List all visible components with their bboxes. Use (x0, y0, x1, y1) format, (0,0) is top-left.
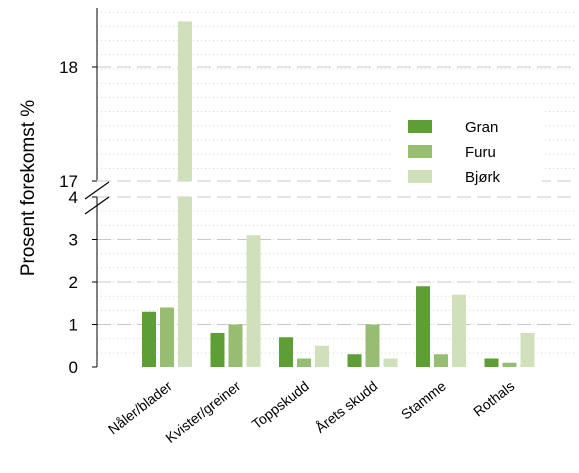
bars (142, 21, 535, 367)
bar (452, 294, 466, 367)
legend: Gran Furu Bjørk (392, 110, 542, 192)
x-tick-label: Kvister/greiner (162, 378, 243, 446)
bar (383, 358, 398, 367)
y-tick-label: 0 (69, 358, 78, 377)
bar (160, 307, 174, 367)
y-tick-label: 17 (59, 172, 78, 191)
bar (246, 235, 261, 367)
legend-label: Bjørk (465, 169, 500, 186)
bar (228, 324, 243, 367)
bar (279, 337, 293, 367)
y-tick-label: 2 (69, 273, 78, 292)
legend-label: Gran (465, 119, 498, 136)
y-axis-label: Prosent forekomst % (18, 100, 39, 276)
y-tick-label: 3 (69, 231, 78, 250)
bar (484, 358, 499, 367)
y-tick-label: 18 (59, 58, 78, 77)
bar (502, 362, 517, 367)
legend-swatch (408, 170, 432, 183)
axis-break-mark (84, 196, 110, 215)
bar (434, 354, 448, 367)
legend-swatch (408, 120, 432, 133)
bar (315, 345, 329, 367)
bar (210, 333, 225, 367)
axes (84, 8, 110, 368)
x-tick-label: Nåler/blader (105, 378, 175, 438)
y-tick-labels: 0 1 2 3 417 18 (59, 58, 78, 377)
y-tick-label: 4 (69, 188, 78, 207)
legend-label: Furu (465, 144, 496, 161)
bar (520, 333, 535, 367)
x-tick-label: Rothals (470, 378, 517, 420)
bar (347, 354, 362, 367)
legend-swatch (408, 145, 432, 158)
bar-lower-segment (178, 197, 192, 367)
bar (142, 311, 156, 367)
x-tick-label: Årets skudd (312, 378, 380, 436)
y-tick-label: 1 (69, 316, 78, 335)
x-tick-label: Toppskudd (249, 378, 312, 432)
bar (416, 286, 430, 367)
axis-break-mark (84, 181, 110, 200)
bar-upper-segment (178, 21, 192, 182)
bar (297, 358, 311, 367)
x-tick-label: Stamme (398, 378, 449, 423)
bar (365, 324, 380, 367)
